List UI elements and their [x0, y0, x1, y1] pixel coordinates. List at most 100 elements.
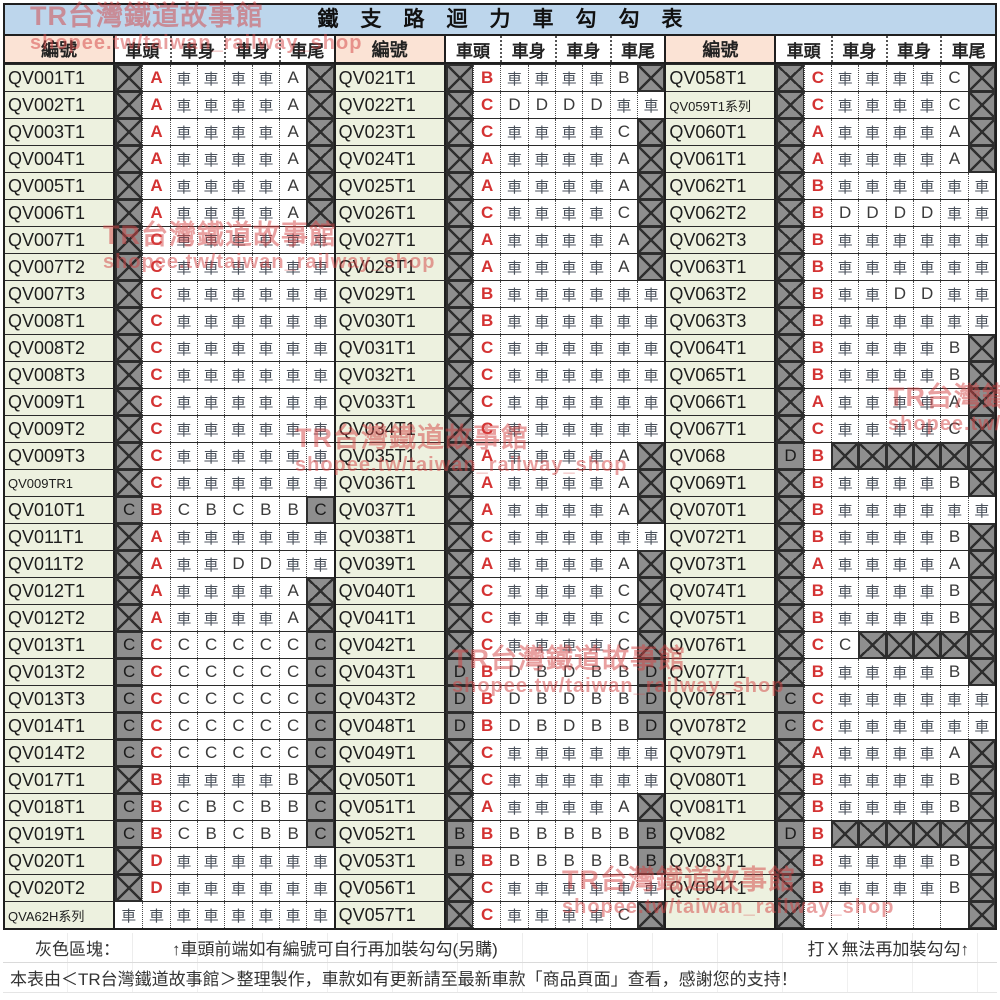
cell-car: 車 — [913, 227, 941, 253]
cell-car: 車 — [609, 740, 637, 766]
cell-car: 車 — [555, 497, 583, 523]
table-row: QV048T1 D B D B D B B D — [335, 712, 665, 739]
cell-no-hook — [445, 254, 473, 280]
cell-head-letter: C — [473, 740, 501, 766]
cell-letter: C — [609, 605, 637, 631]
cell-car: 車 — [913, 875, 941, 901]
table-row: QV079T1 A 車車車車 A — [666, 739, 996, 766]
cell-no-hook — [967, 119, 996, 145]
cell-car: 車 — [169, 173, 197, 199]
cell-car: 車 — [885, 497, 913, 523]
cell-no-hook — [445, 524, 473, 550]
cell-letter: A — [940, 146, 968, 172]
cell-car: 車 — [169, 578, 197, 604]
cell-no-hook — [776, 200, 804, 226]
table-row: QV029T1 B 車車車車車車 — [335, 280, 665, 307]
cell-no-hook — [967, 416, 996, 442]
cell-no-hook — [776, 902, 804, 928]
cell-no-hook — [115, 578, 143, 604]
cell-letter: D — [555, 92, 583, 118]
table-row: QV064T1 B 車車車車 B — [666, 334, 996, 361]
cell-letter: A — [609, 146, 637, 172]
cell-letter: B — [251, 497, 279, 523]
table-row: QV063T2 B 車車 D D 車車 — [666, 280, 996, 307]
table-row: QV081T1 B 車車車車 B — [666, 793, 996, 820]
cell-car: 車 — [582, 362, 610, 388]
cell-no-hook — [637, 794, 665, 820]
cell-car: 車 — [197, 578, 225, 604]
cell-head-letter: B — [142, 821, 170, 847]
header-section: 車頭 — [445, 36, 501, 62]
cell-car: 車 — [582, 794, 610, 820]
row-label: QV022T1 — [335, 92, 446, 118]
cell-no-hook — [967, 794, 996, 820]
row-label: QV078T1 — [666, 686, 777, 712]
table-row: QV013T2 C C C C C C C C — [5, 658, 334, 685]
cell-head-letter: C — [142, 740, 170, 766]
cell-no-hook — [115, 848, 143, 874]
cell-letter: D — [500, 659, 528, 685]
cell-gray-letter: C — [306, 686, 334, 712]
cell-car: 車 — [913, 146, 941, 172]
cell-letter: B — [527, 659, 555, 685]
cell-car: 車 — [169, 875, 197, 901]
cell-head-letter: A — [803, 146, 831, 172]
row-label: QV012T1 — [5, 578, 115, 604]
cell-car: 車 — [831, 416, 859, 442]
cell-car: 車 — [527, 578, 555, 604]
cell-car: 車 — [169, 119, 197, 145]
cell-car: 車 — [637, 389, 665, 415]
cell-car: 車 — [858, 119, 886, 145]
cell-letter: A — [940, 119, 968, 145]
header-section: 車身 — [831, 36, 886, 62]
cell-car: 車 — [306, 875, 334, 901]
cell-car: 車 — [197, 200, 225, 226]
cell-car: 車 — [885, 524, 913, 550]
table-row: QV062T1 B 車車車車車車 — [666, 172, 996, 199]
cell-car: 車 — [527, 497, 555, 523]
cell-car: 車 — [500, 308, 528, 334]
cell-car: 車 — [555, 389, 583, 415]
cell-head-letter: A — [142, 605, 170, 631]
cell-no-hook — [776, 389, 804, 415]
cell-car: 車 — [500, 632, 528, 658]
cell-letter: C — [279, 740, 307, 766]
cell-car: 車 — [858, 389, 886, 415]
cell-car: 車 — [831, 551, 859, 577]
row-label: QV007T2 — [5, 254, 115, 280]
cell-car: 車 — [858, 173, 886, 199]
table-row: QV035T1 A 車車車車 A — [335, 442, 665, 469]
row-label: QV057T1 — [335, 902, 446, 928]
table-row: QV004T1 A 車車車車 A — [5, 145, 334, 172]
cell-car: 車 — [306, 848, 334, 874]
cell-car: 車 — [169, 551, 197, 577]
cell-no-hook — [306, 767, 334, 793]
cell-car: 車 — [913, 659, 941, 685]
cell-letter: B — [197, 794, 225, 820]
row-label: QV060T1 — [666, 119, 777, 145]
cell-no-hook — [115, 227, 143, 253]
footer-note: 本表由＜TR台灣鐵道故事館＞整理製作，車款如有更新請至最新車款「商品頁面」查看，… — [3, 963, 997, 993]
cell-car: 車 — [913, 551, 941, 577]
cell-letter: C — [251, 713, 279, 739]
legend-row: 灰色區塊： ↑車頭前端如有編號可自行再加裝勾勾(另購) 打Ｘ無法再加裝勾勾↑ — [3, 933, 997, 963]
cell-letter: C — [169, 713, 197, 739]
cell-letter: C — [197, 713, 225, 739]
cell-head-letter: B — [803, 200, 831, 226]
cell-car: 車 — [500, 146, 528, 172]
row-label: QV073T1 — [666, 551, 777, 577]
cell-car: 車 — [306, 470, 334, 496]
cell-letter: C — [609, 119, 637, 145]
cell-letter: D — [582, 92, 610, 118]
cell-car: 車 — [913, 524, 941, 550]
cell-head-letter: B — [473, 686, 501, 712]
cell-car: 車 — [858, 605, 886, 631]
cell-head-letter: B — [473, 659, 501, 685]
cell-car: 車 — [251, 173, 279, 199]
cell-letter: C — [940, 92, 968, 118]
cell-car: 車 — [609, 875, 637, 901]
cell-head-letter: B — [803, 173, 831, 199]
row-label: QV063T2 — [666, 281, 777, 307]
table-row: QV062T3 B 車車車車車車 — [666, 226, 996, 253]
cell-head-letter: A — [142, 92, 170, 118]
